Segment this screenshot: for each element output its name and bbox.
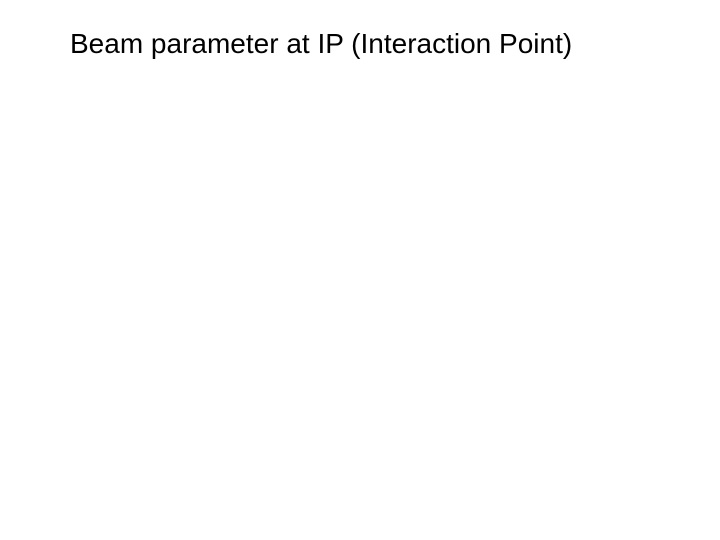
slide-title: Beam parameter at IP (Interaction Point) bbox=[70, 28, 572, 60]
